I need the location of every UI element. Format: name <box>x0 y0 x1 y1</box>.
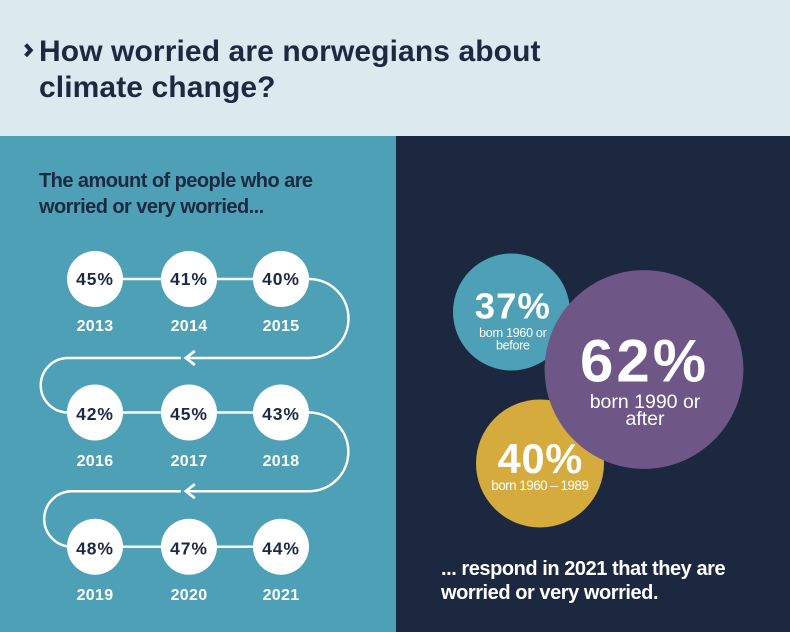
svg-text:2013: 2013 <box>77 318 114 335</box>
svg-text:born 1990 or: born 1990 or <box>590 391 701 413</box>
svg-text:born 1960 or: born 1960 or <box>479 326 546 340</box>
svg-text:37%: 37% <box>475 286 551 327</box>
svg-text:45%: 45% <box>170 404 208 424</box>
svg-text:40%: 40% <box>262 269 300 289</box>
svg-text:before: before <box>496 339 530 353</box>
svg-text:2015: 2015 <box>263 318 300 335</box>
svg-text:2014: 2014 <box>171 318 208 335</box>
svg-text:40%: 40% <box>498 435 583 482</box>
svg-text:2018: 2018 <box>263 453 300 470</box>
svg-text:43%: 43% <box>262 404 300 424</box>
svg-text:44%: 44% <box>262 538 300 558</box>
svg-text:45%: 45% <box>76 269 114 289</box>
svg-text:47%: 47% <box>170 538 208 558</box>
svg-text:2020: 2020 <box>171 587 208 604</box>
svg-text:2021: 2021 <box>263 587 300 604</box>
svg-text:2016: 2016 <box>77 453 114 470</box>
svg-text:41%: 41% <box>170 269 208 289</box>
svg-text:after: after <box>625 408 665 430</box>
svg-text:62%: 62% <box>580 328 709 395</box>
svg-text:2019: 2019 <box>77 587 114 604</box>
svg-text:48%: 48% <box>76 538 114 558</box>
svg-text:born 1960 – 1989: born 1960 – 1989 <box>491 478 588 493</box>
svg-text:42%: 42% <box>76 404 114 424</box>
svg-text:2017: 2017 <box>171 453 208 470</box>
